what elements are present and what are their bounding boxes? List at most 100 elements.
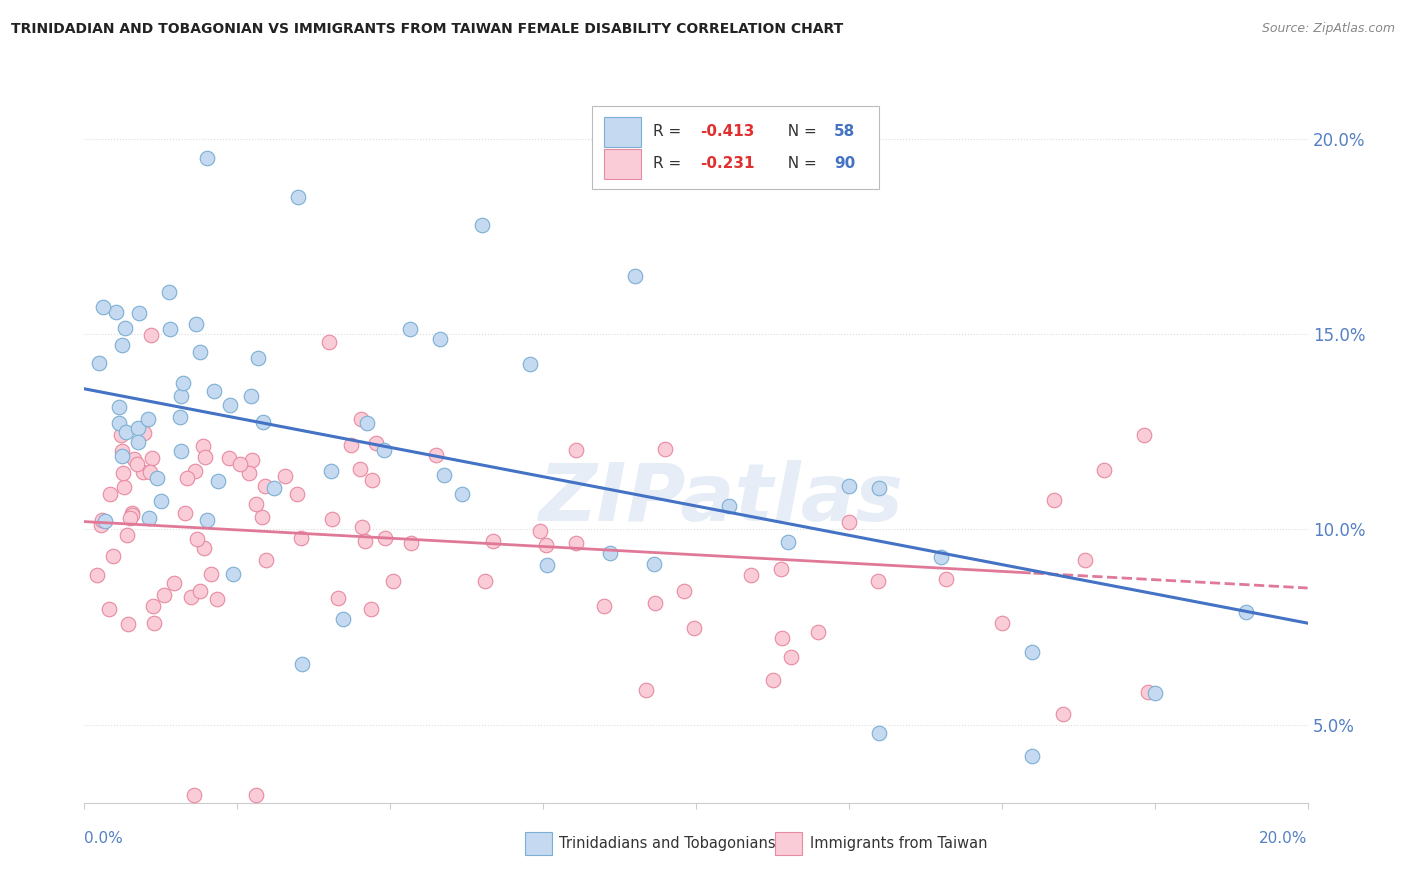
Point <box>229 457 252 471</box>
Text: Trinidadians and Tobagonians: Trinidadians and Tobagonians <box>560 836 776 851</box>
Point <box>111 443 134 458</box>
Text: 58: 58 <box>834 124 855 139</box>
Point <box>98 486 121 500</box>
Point <box>838 479 860 493</box>
Point <box>672 584 695 599</box>
Point <box>121 508 143 522</box>
Point <box>125 457 148 471</box>
Point <box>146 471 169 485</box>
Point <box>112 480 135 494</box>
Point <box>429 331 451 345</box>
Point <box>318 334 340 349</box>
Text: 0.0%: 0.0% <box>84 830 124 846</box>
Point <box>97 602 120 616</box>
Point <box>247 351 270 366</box>
Point <box>263 481 285 495</box>
Point <box>111 338 134 352</box>
Point <box>290 531 312 545</box>
Point <box>866 574 889 589</box>
Text: ZIPatlas: ZIPatlas <box>538 460 903 539</box>
Point <box>360 601 382 615</box>
Point <box>1052 706 1074 721</box>
Point <box>433 467 456 482</box>
Point <box>122 452 145 467</box>
Text: TRINIDADIAN AND TOBAGONIAN VS IMMIGRANTS FROM TAIWAN FEMALE DISABILITY CORRELATI: TRINIDADIAN AND TOBAGONIAN VS IMMIGRANTS… <box>11 22 844 37</box>
Point <box>245 788 267 802</box>
Point <box>184 463 207 477</box>
Point <box>200 566 222 581</box>
Text: 90: 90 <box>834 156 855 171</box>
Point <box>350 412 373 426</box>
Text: 20.0%: 20.0% <box>1260 830 1308 846</box>
Point <box>152 588 174 602</box>
Point <box>191 439 214 453</box>
Point <box>172 376 194 390</box>
Point <box>132 425 155 440</box>
Point <box>128 306 150 320</box>
Point <box>195 513 218 527</box>
Point <box>218 451 240 466</box>
Point <box>117 527 139 541</box>
Point <box>110 428 132 442</box>
Point <box>202 384 225 398</box>
Point <box>654 442 676 457</box>
Point <box>770 631 793 645</box>
Point <box>807 625 830 640</box>
Point <box>1236 605 1258 619</box>
Point <box>332 612 354 626</box>
Point <box>776 535 799 549</box>
Y-axis label: Female Disability: Female Disability <box>0 376 7 508</box>
Point <box>529 524 551 539</box>
Point <box>1133 427 1156 442</box>
Point <box>195 152 218 166</box>
Point <box>399 322 422 336</box>
Point <box>769 562 792 576</box>
Point <box>174 507 197 521</box>
Point <box>929 550 952 565</box>
Text: N =: N = <box>778 124 821 139</box>
Point <box>364 436 387 450</box>
Point <box>624 268 647 283</box>
Point <box>599 546 621 560</box>
Point <box>353 534 375 549</box>
Point <box>482 533 505 548</box>
Point <box>131 465 153 479</box>
Point <box>176 471 198 485</box>
Point <box>593 599 616 613</box>
Point <box>634 683 657 698</box>
Point <box>869 725 891 739</box>
Point <box>111 449 134 463</box>
Point <box>564 442 586 457</box>
Point <box>86 568 108 582</box>
Point <box>238 466 260 480</box>
Point <box>1094 463 1116 477</box>
Point <box>1021 748 1043 763</box>
Text: R =: R = <box>654 124 686 139</box>
Point <box>117 616 139 631</box>
Point <box>222 567 245 582</box>
Point <box>361 473 384 487</box>
Point <box>1021 645 1043 659</box>
Point <box>350 519 373 533</box>
Point <box>1143 686 1166 700</box>
Point <box>1043 493 1066 508</box>
Point <box>450 487 472 501</box>
Point <box>254 552 277 566</box>
Point <box>1136 685 1159 699</box>
FancyBboxPatch shape <box>592 105 880 189</box>
Point <box>991 616 1014 631</box>
Point <box>240 452 263 467</box>
Point <box>139 465 162 479</box>
Point <box>291 657 314 671</box>
Point <box>186 317 208 331</box>
Point <box>219 399 242 413</box>
Point <box>399 536 422 550</box>
Point <box>94 514 117 528</box>
Point <box>89 356 111 370</box>
Point <box>356 416 378 430</box>
Point <box>252 415 274 429</box>
Point <box>114 321 136 335</box>
Point <box>869 481 891 495</box>
Point <box>159 321 181 335</box>
Text: R =: R = <box>654 156 686 171</box>
